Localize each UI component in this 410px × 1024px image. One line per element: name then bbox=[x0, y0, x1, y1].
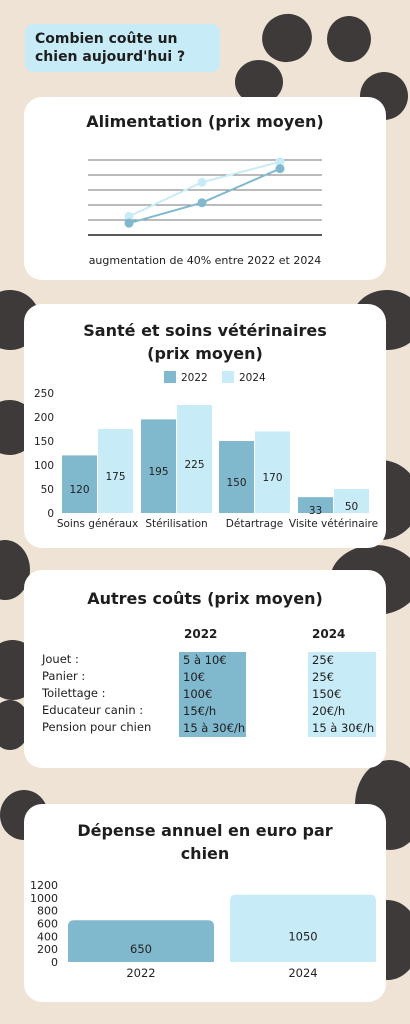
health-category-label: Soins généraux bbox=[57, 518, 138, 530]
cost-row-label: Pension pour chien bbox=[42, 720, 152, 734]
health-title-line2: (prix moyen) bbox=[147, 344, 263, 363]
annual-ytick-label: 0 bbox=[51, 956, 58, 969]
food-series-line-2022 bbox=[128, 167, 281, 225]
legend-swatch-2024 bbox=[222, 371, 234, 383]
health-category-label: Visite vétérinaire bbox=[289, 518, 378, 530]
legend-label-2024: 2024 bbox=[239, 372, 266, 384]
legend-label-2022: 2022 bbox=[181, 372, 208, 384]
health-ytick-label: 150 bbox=[34, 436, 54, 448]
health-bar-value-label: 225 bbox=[184, 459, 204, 471]
page-title: Combien coûte un chien aujourd'hui ? bbox=[25, 24, 220, 72]
cost-2024-value: 25€ bbox=[308, 669, 376, 686]
legend-swatch-2022 bbox=[164, 371, 176, 383]
annual-ytick-label: 400 bbox=[37, 930, 58, 943]
cost-2022-value: 10€ bbox=[179, 669, 246, 686]
health-bar-2022 bbox=[62, 455, 97, 513]
cost-2022-value: 15€/h bbox=[179, 703, 246, 720]
health-bar-2022 bbox=[219, 441, 254, 513]
annual-title-line1: Dépense annuel en euro par bbox=[77, 821, 333, 840]
annual-category-label: 2022 bbox=[126, 966, 155, 980]
health-bar-2024 bbox=[98, 429, 133, 513]
cost-2024-value: 15 à 30€/h bbox=[308, 720, 376, 737]
health-ytick-label: 100 bbox=[34, 460, 54, 472]
health-title-line1: Santé et soins vétérinaires bbox=[83, 321, 327, 340]
cost-2024-value: 20€/h bbox=[308, 703, 376, 720]
health-bar-chart: 2022 2024 250 200 150 100 50 0 120 175 Soins génér… bbox=[34, 371, 378, 530]
health-bar-2024 bbox=[177, 405, 212, 513]
cost-row-label: Panier : bbox=[42, 669, 86, 683]
health-category-label: Détartrage bbox=[226, 518, 283, 530]
annual-ytick-label: 200 bbox=[37, 943, 58, 956]
cost-2024-value: 150€ bbox=[308, 686, 376, 703]
food-point-2024 bbox=[275, 157, 285, 167]
food-series-line-2024 bbox=[128, 160, 281, 218]
health-bar-value-label: 150 bbox=[226, 477, 246, 489]
health-bar-value-label: 120 bbox=[69, 484, 89, 496]
other-costs-card: Autres coûts (prix moyen) 2022 2024 Joue… bbox=[24, 570, 386, 768]
other-title: Autres coûts (prix moyen) bbox=[87, 589, 323, 608]
health-bar-value-label: 33 bbox=[309, 505, 322, 517]
food-title: Alimentation (prix moyen) bbox=[86, 112, 324, 131]
health-bar-2022 bbox=[298, 497, 333, 513]
food-point-2022 bbox=[124, 218, 134, 228]
health-ytick-label: 0 bbox=[47, 508, 54, 520]
cost-2024-value: 25€ bbox=[308, 652, 376, 669]
col-header-2024: 2024 bbox=[312, 627, 346, 641]
food-line-chart bbox=[88, 157, 322, 236]
health-bar-2022 bbox=[141, 419, 176, 513]
other-costs-table: Jouet : 5 à 10€ 25€ Panier : 10€ 25€ Toilettag… bbox=[24, 570, 386, 768]
annual-ytick-label: 1200 bbox=[30, 879, 58, 892]
annual-bar-value-label: 650 bbox=[130, 942, 152, 956]
health-bar-value-label: 195 bbox=[148, 466, 168, 478]
food-point-2024 bbox=[197, 177, 207, 187]
annual-ytick-label: 800 bbox=[37, 905, 58, 918]
health-card: Santé et soins vétérinaires (prix moyen)… bbox=[24, 304, 386, 548]
annual-bar-value-label: 1050 bbox=[288, 929, 317, 943]
health-bar-2024 bbox=[334, 489, 369, 513]
health-bar-2024 bbox=[255, 431, 290, 513]
health-ytick-label: 200 bbox=[34, 412, 54, 424]
annual-bar-2022 bbox=[68, 920, 214, 962]
annual-card: Dépense annuel en euro par chien 1200 100… bbox=[24, 804, 386, 1002]
cost-row-label: Toilettage : bbox=[42, 686, 106, 700]
health-ytick-label: 50 bbox=[41, 484, 54, 496]
health-category-label: Stérilisation bbox=[145, 518, 207, 530]
food-caption: augmentation de 40% entre 2022 et 2024 bbox=[88, 254, 322, 267]
health-bar-value-label: 170 bbox=[262, 472, 282, 484]
food-point-2024 bbox=[124, 211, 134, 221]
cost-row-label: Educateur canin : bbox=[42, 703, 144, 717]
annual-category-label: 2024 bbox=[288, 966, 317, 980]
cost-2022-value: 100€ bbox=[179, 686, 246, 703]
annual-bar-2024 bbox=[230, 894, 376, 962]
annual-ytick-label: 1000 bbox=[30, 892, 58, 905]
health-ytick-label: 250 bbox=[34, 388, 54, 400]
cost-2022-value: 15 à 30€/h bbox=[179, 720, 246, 737]
food-point-2022 bbox=[275, 164, 285, 174]
food-card: Alimentation (prix moyen) augmentation d… bbox=[24, 97, 386, 280]
health-bar-value-label: 175 bbox=[105, 471, 125, 483]
cost-row-label: Jouet : bbox=[42, 652, 79, 666]
col-header-2022: 2022 bbox=[184, 627, 218, 641]
health-bar-value-label: 50 bbox=[345, 501, 358, 513]
annual-title-line2: chien bbox=[180, 844, 230, 863]
annual-ytick-label: 600 bbox=[37, 918, 58, 931]
cost-2022-value: 5 à 10€ bbox=[179, 652, 246, 669]
food-point-2022 bbox=[197, 198, 207, 208]
